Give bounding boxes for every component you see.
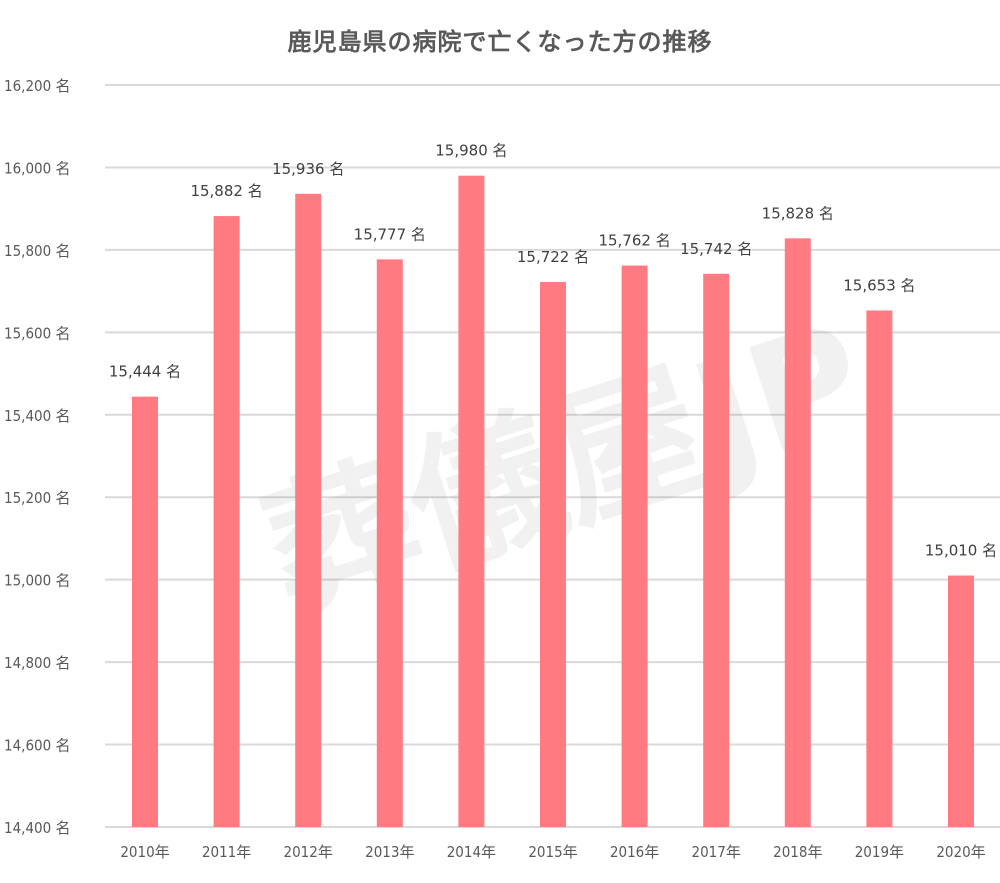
data-label: 15,010 名 <box>925 542 997 560</box>
x-tick-label: 2015年 <box>528 843 577 861</box>
chart-title: 鹿児島県の病院で亡くなった方の推移 <box>287 28 713 56</box>
x-tick-label: 2012年 <box>284 843 333 861</box>
data-label: 15,828 名 <box>762 204 834 222</box>
data-label: 15,882 名 <box>190 182 262 200</box>
y-tick-label: 15,400 名 <box>4 407 71 425</box>
y-tick-label: 16,200 名 <box>4 77 71 95</box>
bar-2014年 <box>458 175 485 827</box>
x-tick-label: 2016年 <box>610 843 659 861</box>
x-tick-label: 2020年 <box>936 843 985 861</box>
bar-2015年 <box>540 282 566 827</box>
x-tick-label: 2010年 <box>120 843 169 861</box>
bar-2020年 <box>948 575 974 827</box>
y-tick-label: 15,200 名 <box>4 489 71 507</box>
y-tick-label: 14,600 名 <box>4 737 71 755</box>
data-label: 15,742 名 <box>680 240 752 258</box>
y-tick-label: 14,800 名 <box>4 654 71 672</box>
y-tick-label: 14,400 名 <box>4 819 71 837</box>
bar-2013年 <box>376 259 403 827</box>
y-tick-label: 15,800 名 <box>4 242 71 260</box>
data-label: 15,936 名 <box>272 160 344 178</box>
y-tick-label: 15,600 名 <box>4 324 71 342</box>
x-tick-label: 2011年 <box>202 843 251 861</box>
data-label: 15,653 名 <box>843 276 915 294</box>
bar-2011年 <box>213 216 240 827</box>
bar-2012年 <box>295 193 322 827</box>
x-tick-label: 2013年 <box>365 843 414 861</box>
data-label: 15,762 名 <box>598 232 670 250</box>
data-label: 15,980 名 <box>435 142 507 160</box>
y-tick-label: 15,000 名 <box>4 572 71 590</box>
y-tick-label: 16,000 名 <box>4 159 71 177</box>
x-tick-label: 2018年 <box>773 843 822 861</box>
data-label: 15,444 名 <box>109 363 181 381</box>
data-label: 15,722 名 <box>517 248 589 266</box>
x-tick-label: 2014年 <box>447 843 496 861</box>
bar-2010年 <box>132 396 158 827</box>
x-tick-label: 2017年 <box>692 843 741 861</box>
bar-2016年 <box>621 265 648 827</box>
bar-2019年 <box>866 310 893 827</box>
x-tick-label: 2019年 <box>855 843 904 861</box>
bar-2018年 <box>784 238 811 827</box>
bar-2017年 <box>703 273 730 827</box>
data-label: 15,777 名 <box>354 225 426 243</box>
